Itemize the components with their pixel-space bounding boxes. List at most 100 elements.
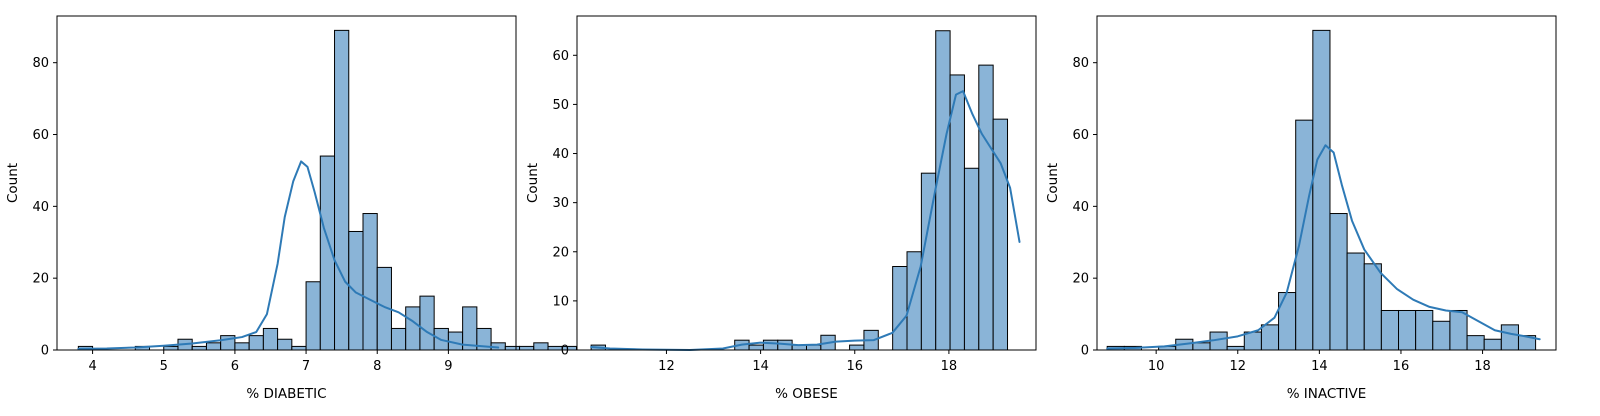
obese-marks xyxy=(590,30,1021,351)
diabetic-histogram-bar xyxy=(561,345,577,351)
obese-histogram-bar xyxy=(892,266,908,351)
obese-y-axis-title: Count xyxy=(525,163,541,203)
obese-x-tick-label: 16 xyxy=(846,359,863,374)
diabetic-y-tick-label: 0 xyxy=(41,344,49,359)
inactive-x-tick-label: 18 xyxy=(1474,359,1491,374)
obese-histogram-bar xyxy=(935,30,951,351)
obese-histogram-bar xyxy=(949,74,965,351)
inactive-x-tick-label: 10 xyxy=(1148,359,1165,374)
obese-histogram-bar xyxy=(849,344,865,351)
inactive-ticks: 10 12 14 16 18 0 20 40 60 80 xyxy=(1072,56,1490,374)
diabetic-x-tick-label: 5 xyxy=(160,359,168,374)
inactive-histogram-bar xyxy=(1346,252,1365,351)
diabetic-plot-frame xyxy=(56,15,517,351)
obese-histogram-bar xyxy=(978,64,994,351)
inactive-plot-frame xyxy=(1096,15,1557,351)
inactive-x-tick-label: 12 xyxy=(1229,359,1246,374)
obese-x-tick-label: 12 xyxy=(658,359,675,374)
inactive-histogram-bar xyxy=(1329,213,1348,351)
inactive-histogram-bar xyxy=(1278,292,1297,351)
obese-histogram-bar xyxy=(748,344,764,351)
diabetic-histogram-bar xyxy=(533,342,549,351)
diabetic-x-axis-title: % DIABETIC xyxy=(246,386,326,402)
inactive-y-tick-label: 80 xyxy=(1072,56,1089,71)
diabetic-histogram-bar xyxy=(362,213,378,351)
obese-x-axis-title: % OBESE xyxy=(775,386,838,402)
obese-histogram-bar xyxy=(806,344,822,351)
diabetic-ticks: 4 5 6 7 8 9 0 20 40 60 80 xyxy=(32,56,452,374)
diabetic-x-tick-label: 7 xyxy=(302,359,310,374)
inactive-histogram-bar xyxy=(1192,342,1211,351)
diabetic-histogram-bar xyxy=(519,345,535,351)
diabetic-histogram-bar xyxy=(163,345,179,351)
diabetic-x-tick-label: 9 xyxy=(444,359,452,374)
obese-histogram-bar xyxy=(963,167,980,351)
inactive-marks xyxy=(1106,29,1541,351)
inactive-histogram-bar xyxy=(1500,324,1519,351)
inactive-y-tick-label: 40 xyxy=(1072,200,1089,215)
chart-panel-inactive: 10 12 14 16 18 0 20 40 60 80 % INACTIVE Count xyxy=(1045,15,1557,402)
diabetic-histogram-bar xyxy=(205,342,222,351)
diabetic-histogram-bar xyxy=(504,345,521,351)
diabetic-marks xyxy=(77,29,577,351)
inactive-y-axis-title: Count xyxy=(1045,163,1061,203)
diabetic-x-tick-label: 8 xyxy=(373,359,381,374)
diabetic-x-tick-label: 4 xyxy=(88,359,96,374)
inactive-x-tick-label: 14 xyxy=(1311,359,1328,374)
obese-x-tick-label: 14 xyxy=(752,359,769,374)
obese-plot-frame xyxy=(576,15,1037,351)
diabetic-histogram-bar xyxy=(405,306,421,351)
obese-y-tick-label: 50 xyxy=(552,98,569,113)
inactive-histogram-bar xyxy=(1483,338,1502,351)
diabetic-histogram-bar xyxy=(248,335,264,351)
inactive-y-tick-label: 60 xyxy=(1072,128,1089,143)
diabetic-histogram-bar xyxy=(348,230,364,351)
obese-ticks: 12 14 16 18 0 10 20 30 40 50 60 xyxy=(552,49,957,374)
inactive-histogram-bar xyxy=(1432,320,1451,351)
obese-y-tick-label: 60 xyxy=(552,49,569,64)
inactive-y-tick-label: 20 xyxy=(1072,272,1089,287)
inactive-histogram-bar xyxy=(1380,309,1400,351)
inactive-y-tick-label: 0 xyxy=(1081,344,1089,359)
diabetic-histogram-bar xyxy=(334,29,350,351)
obese-histogram-bar xyxy=(906,251,922,351)
chart-panel-diabetic: 4 5 6 7 8 9 0 20 40 60 80 % DIABETIC Count xyxy=(5,15,577,402)
diabetic-histogram-bar xyxy=(277,338,293,351)
diabetic-y-tick-label: 20 xyxy=(32,272,49,287)
obese-y-tick-label: 10 xyxy=(552,294,569,309)
inactive-histogram-bar xyxy=(1226,345,1245,351)
obese-x-tick-label: 18 xyxy=(941,359,958,374)
obese-y-tick-label: 30 xyxy=(552,196,569,211)
inactive-histogram-bar xyxy=(1449,309,1468,351)
diabetic-y-axis-title: Count xyxy=(5,163,21,203)
diabetic-kde-line xyxy=(77,160,500,350)
inactive-histogram-bar xyxy=(1466,335,1485,351)
diabetic-y-tick-label: 40 xyxy=(32,200,49,215)
inactive-histogram-bar xyxy=(1415,309,1434,351)
obese-kde-line xyxy=(590,90,1021,351)
diabetic-histogram-bar xyxy=(191,345,207,351)
obese-y-tick-label: 40 xyxy=(552,147,569,162)
diabetic-y-tick-label: 80 xyxy=(32,56,49,71)
obese-histogram-bar xyxy=(762,339,779,351)
inactive-x-axis-title: % INACTIVE xyxy=(1287,386,1367,402)
diabetic-histogram-bar xyxy=(262,327,279,351)
obese-y-tick-label: 0 xyxy=(561,344,569,359)
inactive-histogram-bar xyxy=(1363,263,1382,351)
inactive-histogram-bar xyxy=(1398,309,1417,351)
inactive-x-tick-label: 16 xyxy=(1393,359,1410,374)
diabetic-histogram-bar xyxy=(390,327,407,351)
inactive-histogram-bar xyxy=(1295,119,1314,351)
inactive-histogram-bar xyxy=(1260,324,1280,351)
diabetic-histogram-bar xyxy=(419,295,435,351)
diabetic-histogram-bar xyxy=(234,342,250,351)
inactive-histogram-bar xyxy=(1312,29,1331,351)
obese-y-tick-label: 20 xyxy=(552,245,569,260)
diabetic-histogram-bar xyxy=(291,345,307,351)
diabetic-x-tick-label: 6 xyxy=(231,359,239,374)
diabetic-y-tick-label: 60 xyxy=(32,128,49,143)
diabetic-histogram-bar xyxy=(305,281,321,351)
chart-panel-obese: 12 14 16 18 0 10 20 30 40 50 60 % OBESE Count xyxy=(525,15,1037,402)
inactive-kde-line xyxy=(1106,144,1541,350)
